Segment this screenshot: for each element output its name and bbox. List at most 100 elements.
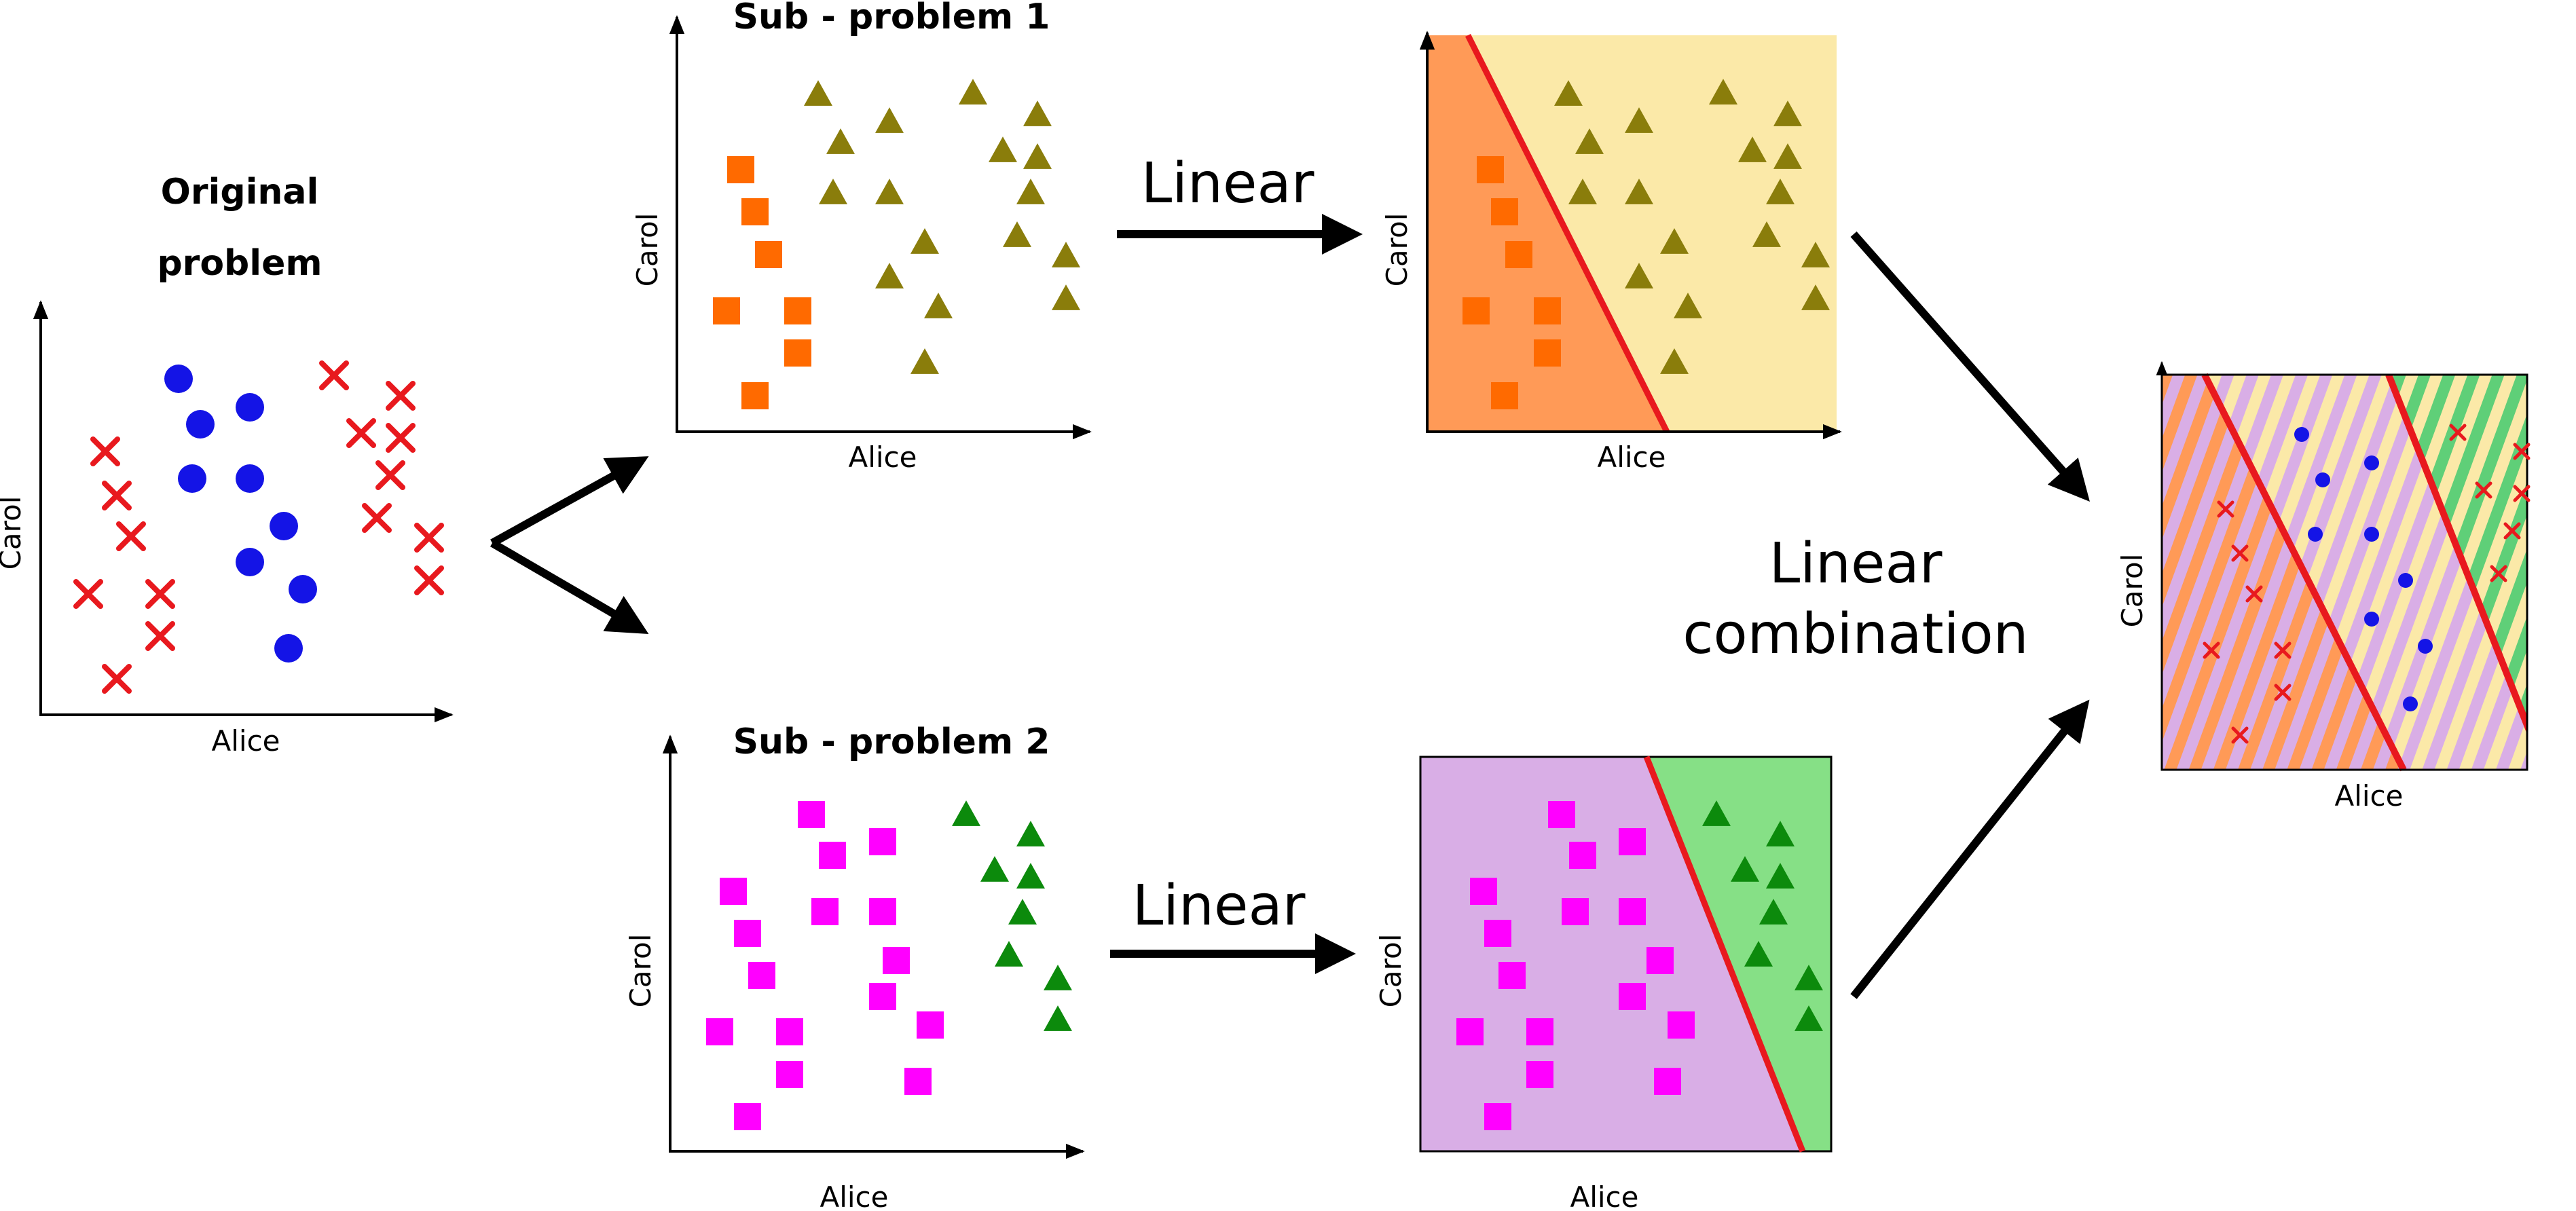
sub1-x-label: Alice bbox=[848, 441, 917, 474]
square-marker bbox=[1477, 156, 1504, 183]
square-marker bbox=[1562, 898, 1589, 925]
sub2-linear-points bbox=[1456, 800, 1823, 1130]
combined-regions bbox=[2162, 375, 2527, 770]
combined-boundary-1 bbox=[2201, 373, 2407, 772]
triangle-marker bbox=[1660, 228, 1689, 254]
circle-marker bbox=[2364, 527, 2379, 542]
circle-marker bbox=[270, 512, 298, 540]
split-arrow-down bbox=[490, 539, 649, 635]
triangle-marker bbox=[1660, 348, 1689, 374]
square-marker bbox=[1470, 878, 1497, 905]
square-marker bbox=[1484, 1103, 1511, 1130]
circle-marker bbox=[2294, 427, 2309, 442]
combined-points bbox=[2203, 424, 2531, 744]
square-marker bbox=[798, 801, 825, 828]
sub1-decision-boundary bbox=[1465, 33, 1670, 434]
square-marker bbox=[1619, 983, 1646, 1010]
sub2-decision-boundary bbox=[1643, 756, 1806, 1153]
triangle-marker bbox=[1766, 863, 1795, 889]
cross-stroke bbox=[2503, 522, 2521, 540]
triangle-marker bbox=[1008, 899, 1037, 925]
square-marker bbox=[1526, 1018, 1553, 1045]
combined-region-middle bbox=[2205, 375, 2527, 770]
square-marker bbox=[1548, 801, 1575, 828]
circle-marker bbox=[178, 464, 206, 493]
original-points bbox=[73, 360, 444, 694]
triangle-marker bbox=[952, 800, 980, 826]
cross-stroke bbox=[2513, 485, 2531, 502]
triangle-marker bbox=[1016, 179, 1045, 204]
square-marker bbox=[1498, 962, 1526, 989]
sub1-title: Sub - problem 1 bbox=[733, 0, 1050, 37]
triangle-marker bbox=[1795, 965, 1823, 990]
square-marker bbox=[1526, 1061, 1553, 1088]
cross-marker bbox=[2513, 443, 2531, 460]
cross-stroke bbox=[386, 423, 416, 453]
square-marker bbox=[741, 382, 769, 409]
triangle-marker bbox=[989, 136, 1017, 162]
triangle-marker bbox=[1801, 284, 1830, 310]
original-x-label: Alice bbox=[211, 724, 280, 758]
cross-stroke bbox=[2490, 565, 2507, 582]
square-marker bbox=[706, 1018, 733, 1045]
cross-marker bbox=[2274, 641, 2292, 659]
triangle-marker bbox=[875, 179, 904, 204]
square-marker bbox=[917, 1011, 944, 1039]
sub1-linear-x-label: Alice bbox=[1597, 441, 1666, 474]
circle-marker bbox=[236, 393, 264, 422]
square-marker bbox=[869, 828, 896, 855]
triangle-marker bbox=[1759, 899, 1788, 925]
circle-marker bbox=[2418, 639, 2433, 654]
triangle-marker bbox=[1044, 965, 1072, 990]
triangle-marker bbox=[1003, 221, 1031, 247]
sub1-linear-y-label: Carol bbox=[1380, 213, 1414, 287]
circle-marker bbox=[2364, 612, 2379, 627]
circle-marker bbox=[164, 365, 193, 393]
cross-marker bbox=[414, 523, 444, 553]
combined-boundary-2 bbox=[2385, 375, 2527, 734]
triangle-marker bbox=[1023, 100, 1052, 126]
sub-problem-2-panel: Sub - problem 2 Alice Carol bbox=[624, 722, 1085, 1211]
circle-marker bbox=[2403, 696, 2418, 711]
cross-marker bbox=[2217, 500, 2234, 518]
circle-marker bbox=[274, 634, 303, 663]
square-marker bbox=[1619, 828, 1646, 855]
square-marker bbox=[869, 983, 896, 1010]
sub2-linear-frame bbox=[1419, 756, 1833, 1153]
triangle-marker bbox=[910, 348, 939, 374]
circle-marker bbox=[186, 410, 215, 439]
square-marker bbox=[784, 297, 811, 324]
triangle-marker bbox=[1738, 136, 1767, 162]
cross-marker bbox=[2274, 684, 2292, 701]
square-marker bbox=[1462, 297, 1490, 324]
triangle-marker bbox=[1625, 107, 1653, 133]
triangle-marker bbox=[1773, 100, 1802, 126]
cross-stroke bbox=[2274, 641, 2292, 659]
cross-stroke bbox=[116, 521, 146, 551]
square-marker bbox=[869, 898, 896, 925]
triangle-marker bbox=[1016, 821, 1045, 846]
triangle-marker bbox=[1016, 863, 1045, 889]
cross-marker bbox=[116, 521, 146, 551]
triangle-marker bbox=[804, 80, 832, 106]
cross-stroke bbox=[90, 436, 120, 466]
cross-marker bbox=[414, 565, 444, 595]
cross-stroke bbox=[346, 418, 376, 448]
triangle-marker bbox=[1575, 128, 1604, 154]
sub2-x-label: Alice bbox=[820, 1180, 888, 1211]
square-marker bbox=[1456, 1018, 1484, 1045]
flow-arrows: Linear Linear Linear combination bbox=[490, 151, 2090, 999]
square-marker bbox=[811, 898, 839, 925]
cross-marker bbox=[73, 579, 103, 609]
circle-marker bbox=[2364, 455, 2379, 470]
cross-marker bbox=[2231, 726, 2249, 744]
sub2-points bbox=[706, 800, 1072, 1130]
cross-marker bbox=[2449, 424, 2467, 441]
square-marker bbox=[748, 962, 775, 989]
cross-marker bbox=[2231, 544, 2249, 562]
sub2-region-green bbox=[1646, 757, 1831, 1151]
linear-combination-line2: combination bbox=[1682, 602, 2028, 667]
circle-marker bbox=[2308, 527, 2323, 542]
triangle-marker bbox=[1752, 221, 1781, 247]
square-marker bbox=[883, 947, 910, 974]
